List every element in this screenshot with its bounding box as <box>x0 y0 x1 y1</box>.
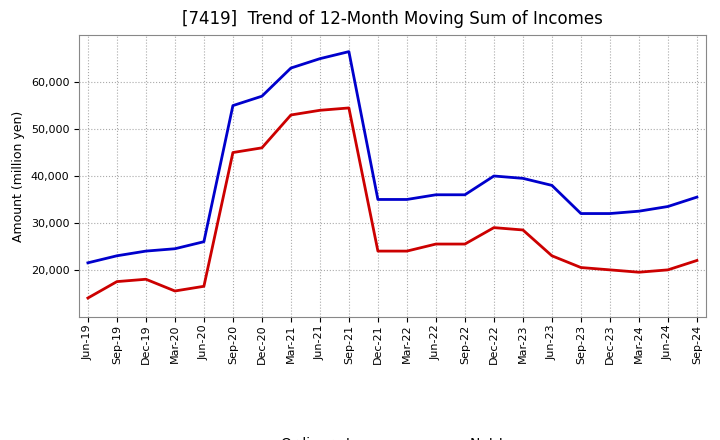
Net Income <box>345 105 354 110</box>
Ordinary Income <box>490 173 498 179</box>
Net Income <box>315 108 324 113</box>
Ordinary Income <box>171 246 179 251</box>
Ordinary Income <box>606 211 614 216</box>
Ordinary Income <box>287 66 295 71</box>
Net Income <box>199 284 208 289</box>
Net Income <box>171 288 179 293</box>
Net Income <box>402 249 411 254</box>
Net Income <box>577 265 585 270</box>
Net Income <box>693 258 701 263</box>
Net Income <box>518 227 527 233</box>
Net Income <box>228 150 237 155</box>
Net Income <box>374 249 382 254</box>
Ordinary Income <box>142 249 150 254</box>
Line: Ordinary Income: Ordinary Income <box>88 51 697 263</box>
Line: Net Income: Net Income <box>88 108 697 298</box>
Ordinary Income <box>84 260 92 265</box>
Net Income <box>431 242 440 247</box>
Y-axis label: Amount (million yen): Amount (million yen) <box>12 110 25 242</box>
Ordinary Income <box>634 209 643 214</box>
Ordinary Income <box>518 176 527 181</box>
Ordinary Income <box>402 197 411 202</box>
Net Income <box>142 277 150 282</box>
Ordinary Income <box>315 56 324 61</box>
Net Income <box>664 267 672 272</box>
Ordinary Income <box>577 211 585 216</box>
Ordinary Income <box>431 192 440 198</box>
Net Income <box>606 267 614 272</box>
Ordinary Income <box>199 239 208 244</box>
Ordinary Income <box>374 197 382 202</box>
Net Income <box>634 270 643 275</box>
Net Income <box>112 279 121 284</box>
Ordinary Income <box>664 204 672 209</box>
Net Income <box>490 225 498 230</box>
Ordinary Income <box>228 103 237 108</box>
Ordinary Income <box>548 183 557 188</box>
Net Income <box>548 253 557 258</box>
Ordinary Income <box>693 194 701 200</box>
Net Income <box>258 145 266 150</box>
Net Income <box>461 242 469 247</box>
Net Income <box>84 295 92 301</box>
Net Income <box>287 112 295 117</box>
Ordinary Income <box>345 49 354 54</box>
Title: [7419]  Trend of 12-Month Moving Sum of Incomes: [7419] Trend of 12-Month Moving Sum of I… <box>182 10 603 28</box>
Ordinary Income <box>461 192 469 198</box>
Legend: Ordinary Income, Net Income: Ordinary Income, Net Income <box>230 431 555 440</box>
Ordinary Income <box>112 253 121 258</box>
Ordinary Income <box>258 94 266 99</box>
